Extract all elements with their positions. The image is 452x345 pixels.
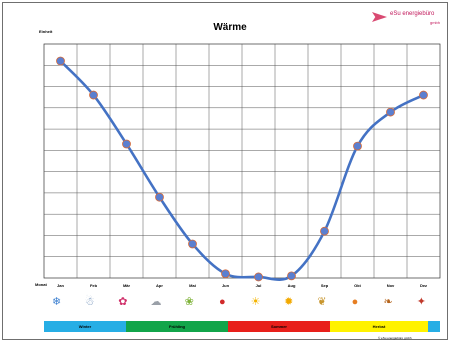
logo-subtitle: gmbh bbox=[430, 20, 441, 25]
wheat-icon: ❦ bbox=[317, 296, 327, 308]
christmas-icon: ✦ bbox=[416, 296, 426, 308]
sunflower-icon: ✹ bbox=[284, 296, 294, 308]
x-tick-label: Sep bbox=[320, 283, 329, 288]
logo-name: eSu energiebüro bbox=[390, 11, 435, 17]
data-point-okt bbox=[353, 141, 362, 151]
x-tick-label: Jul bbox=[255, 283, 262, 288]
chart-title: Wärme bbox=[213, 22, 247, 33]
x-tick-label: Mai bbox=[189, 283, 196, 288]
x-axis-label: Monat bbox=[35, 282, 47, 287]
season-segment: Herbst bbox=[330, 321, 428, 332]
chart-grid bbox=[43, 43, 441, 279]
x-tick-label: Feb bbox=[89, 283, 98, 288]
poster-frame bbox=[2, 2, 448, 340]
season-segment bbox=[428, 321, 440, 332]
data-point-dez bbox=[419, 90, 428, 100]
data-point-feb bbox=[89, 90, 98, 100]
autumn-leaves-icon: ❧ bbox=[383, 296, 393, 308]
series-markers bbox=[56, 56, 428, 282]
pumpkin-icon: ● bbox=[351, 296, 359, 308]
x-tick-label: Aug bbox=[287, 283, 296, 288]
lamb-icon: ☁ bbox=[150, 296, 162, 308]
x-tick-label: Dez bbox=[419, 283, 428, 288]
ladybug-icon: ● bbox=[219, 296, 226, 308]
data-point-jan bbox=[56, 56, 65, 66]
x-tick-label: Jun bbox=[221, 283, 230, 288]
season-segment: Sommer bbox=[228, 321, 330, 332]
x-tick-label: Mär bbox=[122, 283, 131, 288]
data-point-nov bbox=[386, 107, 395, 117]
x-tick-label: Nov bbox=[386, 283, 395, 288]
data-point-apr bbox=[155, 192, 164, 202]
season-bar: Winter Frühling Sommer Herbst bbox=[44, 321, 440, 332]
y-axis-label: Einheit bbox=[39, 29, 53, 34]
x-tick-label: Apr bbox=[156, 283, 163, 288]
copyright-note: © eSu energiebüro gmbh bbox=[378, 336, 412, 340]
company-logo: eSu energiebüro gmbh bbox=[370, 9, 444, 31]
seasonal-picture-strip: ❄ ☃ ✿ ☁ ❀ ● ☀ ✹ ❦ ● ❧ ✦ bbox=[40, 292, 438, 312]
data-point-mär bbox=[122, 139, 131, 149]
data-point-aug bbox=[287, 271, 296, 281]
season-segment: Frühling bbox=[126, 321, 228, 332]
beach-icon: ☀ bbox=[250, 296, 261, 308]
data-point-mai bbox=[188, 239, 197, 249]
data-point-sep bbox=[320, 226, 329, 236]
x-tick-label: Jan bbox=[57, 283, 64, 288]
tulips-icon: ✿ bbox=[118, 296, 128, 308]
season-segment: Winter bbox=[44, 321, 126, 332]
snowman-icon: ☃ bbox=[84, 296, 95, 308]
logo-arrow-icon bbox=[372, 12, 387, 22]
x-tick-label: Okt bbox=[354, 283, 361, 288]
meadow-icon: ❀ bbox=[184, 296, 194, 308]
data-point-jun bbox=[221, 269, 230, 279]
snowflake-icon: ❄ bbox=[51, 296, 62, 308]
data-point-jul bbox=[254, 272, 263, 282]
